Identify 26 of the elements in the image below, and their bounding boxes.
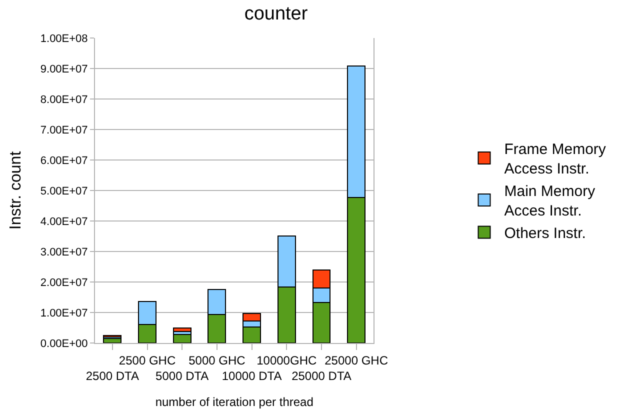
x-tick-label: 25000 GHC bbox=[324, 353, 388, 368]
y-tick-label: 2.00E+07 bbox=[40, 276, 88, 289]
x-tick-label: 10000GHC bbox=[256, 353, 317, 368]
y-tick-label: 4.00E+07 bbox=[40, 216, 88, 228]
y-tick-label: 9.00E+07 bbox=[40, 63, 88, 76]
bar bbox=[172, 328, 192, 332]
y-tick-label: 7.00E+07 bbox=[40, 124, 88, 136]
x-tick-label: 5000 GHC bbox=[188, 353, 246, 368]
x-tick-label: 5000 DTA bbox=[156, 369, 209, 383]
y-tick-label: 1.00E+08 bbox=[40, 32, 88, 45]
y-tick-label: 8.00E+07 bbox=[40, 94, 88, 106]
y-axis-title: Instr. count bbox=[7, 150, 24, 230]
x-axis-title: number of iteration per thread bbox=[155, 394, 314, 409]
legend-label: Frame Memory Access Instr. bbox=[504, 141, 606, 178]
y-tick-label: 0.00E+00 bbox=[40, 338, 88, 350]
x-tick-label: 2500 GHC bbox=[118, 353, 176, 368]
x-tick-label: 2500 DTA bbox=[86, 369, 139, 383]
legend-label: Main Memory Acces Instr. bbox=[504, 183, 596, 220]
x-tick-label: 25000 DTA bbox=[292, 369, 352, 383]
y-tick-label: 5.00E+07 bbox=[40, 185, 88, 198]
legend-label: Others Instr. bbox=[504, 225, 586, 242]
y-tick-label: 3.00E+07 bbox=[40, 246, 88, 258]
y-tick-label: 6.00E+07 bbox=[40, 154, 88, 167]
y-tick-label: 1.00E+07 bbox=[40, 307, 88, 320]
x-tick-label: 10000 DTA bbox=[222, 369, 282, 383]
chart-title: counter bbox=[244, 4, 308, 25]
